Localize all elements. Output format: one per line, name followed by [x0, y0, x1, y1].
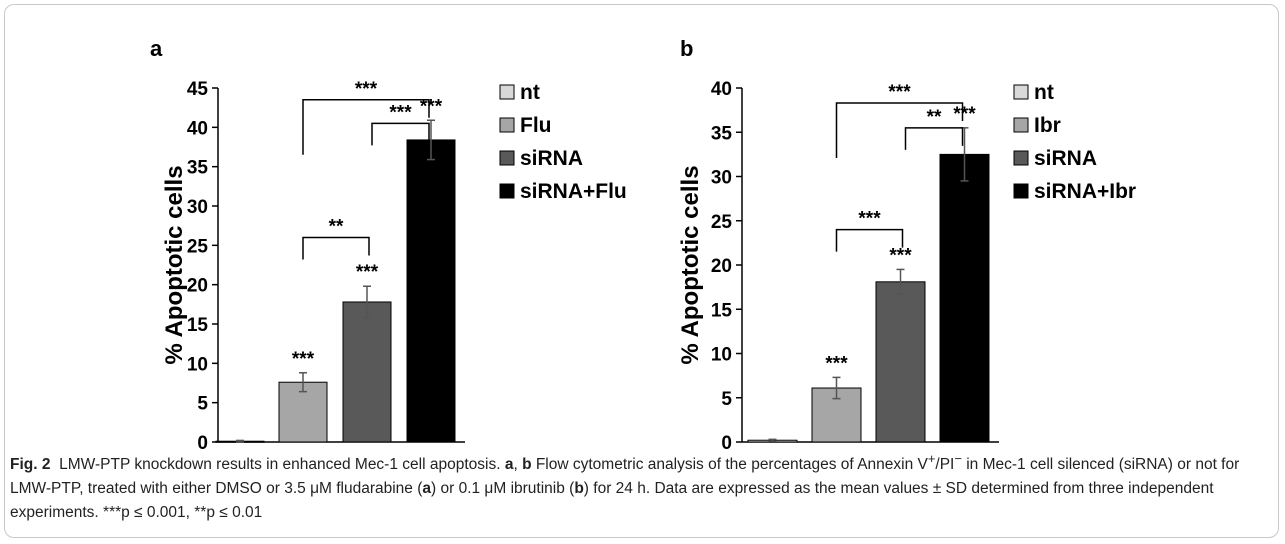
panel-b-bar-sirna-ibr [939, 153, 990, 443]
panel-a-legend-label: Flu [520, 114, 552, 137]
panel-a-legend-swatch [499, 117, 515, 133]
panel-a-y-tick-label: 40 [187, 118, 208, 139]
caption-text-1: Flow cytometric analysis of the percenta… [535, 456, 928, 474]
panel-b-bracket [835, 228, 904, 252]
figure-caption: Fig. 2 LMW-PTP knockdown results in enha… [10, 451, 1240, 522]
panel-a-label: a [150, 36, 163, 61]
panel-b-y-axis-label: % Apoptotic cells [677, 165, 704, 364]
panel-b-y-tick-label: 10 [711, 345, 732, 366]
panel-a-y-tick-label: 35 [187, 158, 209, 179]
panel-a-bracket-label: *** [389, 102, 412, 123]
panel-b-legend-swatch [1013, 183, 1029, 199]
caption-panel-b-ref-2: b [574, 480, 584, 498]
caption-panel-a-ref-2: a [422, 480, 432, 498]
panel-a-y-tick-label: 0 [197, 433, 208, 450]
panel-a-significance-stars: *** [420, 96, 443, 117]
panel-a-bar-sirna [342, 301, 392, 443]
panel-a-significance-stars: *** [356, 262, 379, 283]
figure-frame [4, 4, 1279, 538]
caption-text-2: /PI [935, 456, 955, 474]
panel-a-y-tick-label: 15 [187, 315, 209, 336]
panel-b-bracket-label: *** [858, 209, 881, 230]
panel-b-y-tick-label: 30 [711, 168, 732, 189]
panel-b-bar-sirna [875, 281, 926, 443]
caption-fig-label: Fig. 2 [10, 456, 51, 474]
panel-a-y-tick-label: 20 [187, 276, 208, 297]
caption-title: LMW-PTP knockdown results in enhanced Me… [59, 456, 501, 474]
panel-a-bracket-label: ** [329, 216, 344, 237]
panel-b-y-tick-label: 5 [721, 389, 732, 410]
panel-a-bracket [302, 236, 370, 260]
panel-b-legend-swatch [1013, 84, 1029, 100]
panel-b-legend-label: siRNA+Ibr [1034, 180, 1136, 203]
panel-b-significance-stars: *** [889, 245, 912, 266]
panel-a-legend-label: siRNA [520, 147, 583, 170]
caption-text-3: in Mec-1 cell silenced (siRNA) or not fo… [10, 456, 1240, 498]
panel-b-y-tick-label: 20 [711, 256, 732, 277]
panel-b-y-tick-label: 0 [721, 433, 732, 450]
panel-a-bracket [371, 122, 430, 146]
panel-a-y-tick-label: 5 [197, 394, 208, 415]
panel-b-y-tick-label: 15 [711, 300, 733, 321]
panel-b-bracket-label: ** [927, 107, 942, 128]
panel-b-legend-swatch [1013, 150, 1029, 166]
panel-a-y-tick-label: 45 [187, 79, 209, 100]
caption-panel-b-ref: b [522, 456, 532, 474]
panel-a-bar-sirna-flu [406, 139, 456, 443]
panel-a-legend-swatch [499, 150, 515, 166]
panel-b-y-tick-label: 40 [711, 79, 732, 100]
panel-a-y-axis-label: % Apoptotic cells [161, 165, 188, 364]
panel-a-bracket [302, 99, 430, 155]
panel-a-bracket-label: *** [355, 79, 378, 100]
panel-b-y-tick-label: 25 [711, 212, 733, 233]
panel-a-significance-stars: *** [292, 349, 315, 370]
caption-sup-2: − [954, 451, 962, 466]
panel-b-legend-label: nt [1034, 81, 1054, 104]
panel-b-significance-stars: *** [825, 353, 848, 374]
panel-a-y-tick-label: 30 [187, 197, 208, 218]
panel-b-bracket-label: *** [888, 82, 911, 103]
panel-b-significance-stars: *** [953, 104, 976, 125]
panel-b-label: b [680, 36, 693, 61]
caption-text-5: ) for 24 h. Data are expressed as the me… [10, 480, 1214, 522]
panel-b-legend-label: Ibr [1034, 114, 1061, 137]
panel-a-legend-swatch [499, 84, 515, 100]
panel-b-legend-label: siRNA [1034, 147, 1097, 170]
panel-b-legend-swatch [1013, 117, 1029, 133]
panel-a-y-tick-label: 25 [187, 236, 209, 257]
caption-panel-a-ref: a [504, 456, 514, 474]
panel-a-legend-swatch [499, 183, 515, 199]
panel-a-legend-label: nt [520, 81, 540, 104]
caption-text-4: ) or 0.1 μM ibrutinib ( [431, 480, 575, 498]
panel-a-legend-label: siRNA+Flu [520, 180, 627, 203]
panel-b-y-tick-label: 35 [711, 123, 733, 144]
caption-sup-1: + [927, 451, 936, 466]
panel-b-bracket [904, 127, 964, 150]
panel-b-bracket [835, 102, 964, 159]
panel-a-y-tick-label: 10 [187, 354, 208, 375]
